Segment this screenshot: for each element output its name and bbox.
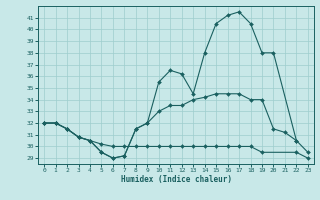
X-axis label: Humidex (Indice chaleur): Humidex (Indice chaleur)	[121, 175, 231, 184]
